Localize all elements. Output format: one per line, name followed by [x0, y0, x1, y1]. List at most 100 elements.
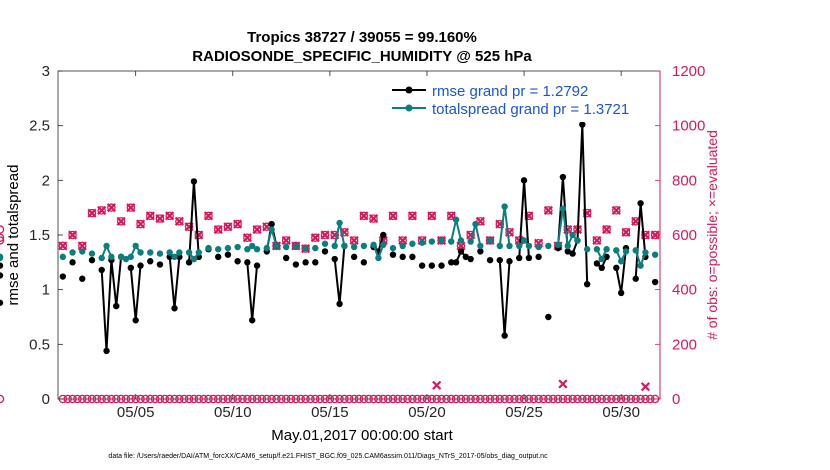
point-rejected_spikes [432, 380, 442, 390]
y-left-tick-label: 3 [42, 63, 50, 80]
point-possible [369, 214, 378, 223]
point-evaluated [543, 205, 553, 215]
point-possible [87, 208, 97, 218]
y-axis-right-label: # of obs: o=possible; ×=evaluated [704, 130, 720, 340]
point-totalspread [122, 255, 130, 263]
point-evaluated [252, 224, 262, 235]
point-possible [155, 214, 165, 223]
point-rejected [311, 394, 320, 404]
point-totalspread [137, 249, 144, 256]
point-possible [0, 233, 5, 242]
point-rmse [98, 266, 105, 274]
point-rejected [417, 394, 427, 404]
point-evaluated [611, 205, 621, 215]
point-evaluated [456, 241, 466, 251]
point-possible [204, 211, 213, 221]
point-rejected [150, 394, 160, 404]
legend-totalspread-label: totalspread grand pr = 1.3721 [432, 101, 629, 118]
point-rejected [364, 394, 373, 404]
point-rejected [393, 394, 403, 404]
point-totalspread [438, 237, 445, 244]
point-totalspread [147, 249, 154, 256]
point-evaluated [407, 211, 417, 221]
point-evaluated [135, 219, 146, 229]
point-rmse [360, 259, 368, 266]
point-rejected [616, 394, 626, 404]
point-totalspread [399, 242, 406, 250]
point-totalspread [506, 242, 513, 250]
point-rejected [277, 394, 286, 404]
point-possible [223, 222, 233, 232]
point-possible [446, 211, 456, 221]
point-rmse [244, 259, 251, 266]
point-rejected [286, 394, 296, 404]
point-totalspread [370, 241, 377, 249]
point-rejected [408, 394, 417, 404]
point-rejected [247, 394, 257, 404]
point-rmse [501, 332, 508, 339]
x-tick-label: 05/10 [214, 404, 252, 421]
legend-box [386, 80, 648, 122]
point-possible [175, 217, 184, 226]
point-possible [126, 203, 136, 212]
point-totalspread [583, 246, 591, 253]
point-totalspread [452, 216, 460, 223]
point-rmse [190, 178, 198, 185]
point-rmse [234, 258, 241, 265]
point-evaluated [106, 203, 116, 213]
point-totalspread [651, 251, 659, 258]
point-rmse [477, 248, 484, 255]
point-rmse [0, 299, 4, 306]
point-rejected [160, 394, 170, 404]
point-evaluated [368, 214, 379, 224]
point-totalspread [642, 249, 649, 256]
point-rmse [321, 248, 329, 255]
point-rejected [621, 394, 631, 404]
point-rejected [510, 394, 519, 404]
point-possible [291, 241, 301, 251]
point-possible [243, 233, 252, 242]
point-rejected [204, 394, 213, 404]
point-possible [58, 241, 68, 251]
point-rmse [166, 253, 173, 261]
point-rejected [650, 394, 660, 404]
point-totalspread [59, 253, 67, 261]
point-possible [165, 211, 174, 221]
point-rmse [302, 259, 309, 266]
point-rmse [516, 254, 523, 262]
series-rejected_spikes [432, 379, 651, 392]
point-rmse [156, 261, 164, 268]
point-rejected [63, 394, 72, 404]
point-possible [427, 211, 437, 221]
point-rejected [437, 394, 446, 404]
point-totalspread [253, 246, 261, 253]
y-left-tick-label: 0.5 [29, 336, 50, 353]
point-rejected [257, 394, 267, 404]
point-rmse [336, 300, 343, 308]
point-rejected [165, 394, 174, 404]
point-rmse [215, 253, 222, 261]
point-totalspread [535, 243, 542, 251]
point-rejected [505, 394, 514, 404]
point-totalspread [341, 242, 348, 250]
point-rmse [506, 258, 513, 265]
point-totalspread [282, 243, 290, 251]
point-evaluated [359, 211, 369, 221]
point-possible [573, 225, 582, 234]
point-rejected [121, 394, 131, 404]
legend: rmse grand pr = 1.2792 totalspread grand… [386, 80, 648, 122]
point-evaluated [165, 211, 175, 221]
point-rmse [564, 248, 571, 255]
point-rejected [330, 394, 339, 404]
point-totalspread [273, 242, 280, 250]
point-rejected [374, 394, 383, 404]
point-rejected [587, 394, 597, 404]
point-rejected [519, 394, 529, 404]
point-possible [563, 225, 573, 234]
point-totalspread [171, 253, 178, 261]
point-rejected [602, 394, 611, 404]
point-possible [641, 230, 650, 240]
point-rmse [569, 250, 576, 257]
point-evaluated [349, 235, 359, 246]
point-rmse [486, 256, 494, 264]
